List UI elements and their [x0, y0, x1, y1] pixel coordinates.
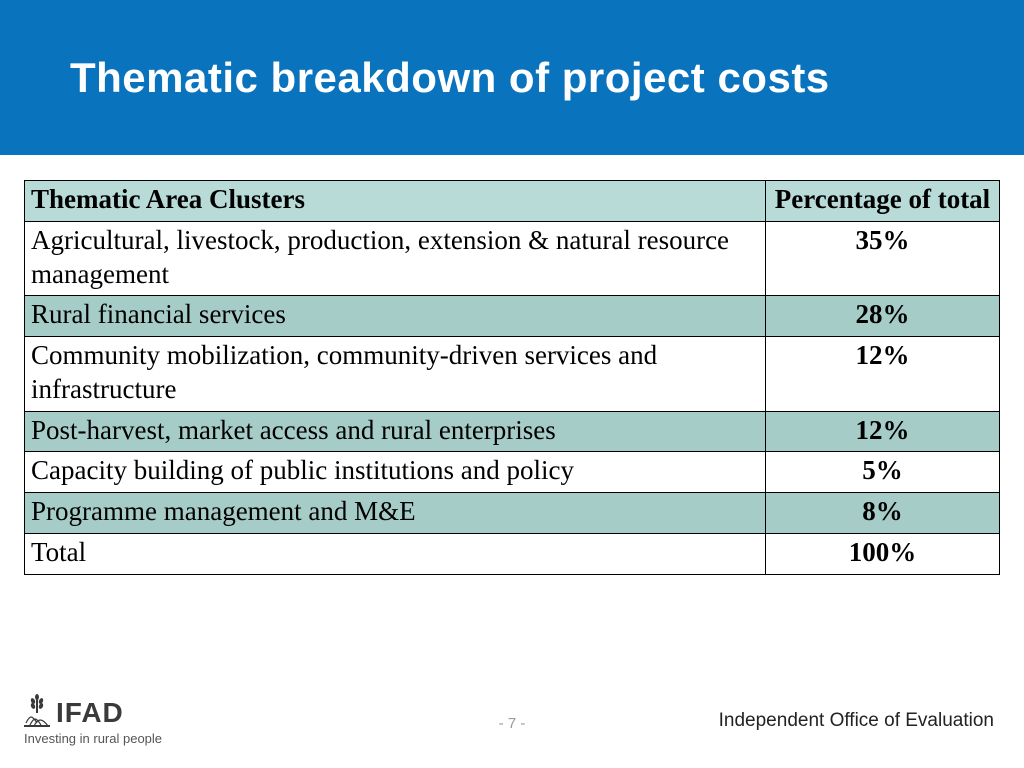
cell-area: Post-harvest, market access and rural en…	[25, 411, 766, 452]
cell-area: Agricultural, livestock, production, ext…	[25, 221, 766, 296]
table-row: Post-harvest, market access and rural en…	[25, 411, 1000, 452]
table-row: Capacity building of public institutions…	[25, 452, 1000, 493]
table-row: Programme management and M&E8%	[25, 493, 1000, 534]
table-container: Thematic Area Clusters Percentage of tot…	[24, 180, 1000, 575]
wheat-icon	[24, 693, 50, 727]
cell-area: Community mobilization, community-driven…	[25, 337, 766, 412]
slide: Thematic breakdown of project costs Them…	[0, 0, 1024, 768]
table-row: Total100%	[25, 533, 1000, 574]
slide-footer: IFAD Investing in rural people - 7 - Ind…	[0, 676, 1024, 746]
cell-pct: 28%	[766, 296, 1000, 337]
table-body: Agricultural, livestock, production, ext…	[25, 221, 1000, 574]
logo-tagline: Investing in rural people	[24, 731, 224, 746]
footer-office: Independent Office of Evaluation	[719, 710, 994, 732]
table-row: Agricultural, livestock, production, ext…	[25, 221, 1000, 296]
col-header-area: Thematic Area Clusters	[25, 181, 766, 222]
table-row: Community mobilization, community-driven…	[25, 337, 1000, 412]
cost-breakdown-table: Thematic Area Clusters Percentage of tot…	[24, 180, 1000, 575]
cell-pct: 12%	[766, 411, 1000, 452]
col-header-pct: Percentage of total	[766, 181, 1000, 222]
cell-pct: 35%	[766, 221, 1000, 296]
cell-area: Total	[25, 533, 766, 574]
cell-area: Rural financial services	[25, 296, 766, 337]
cell-pct: 8%	[766, 493, 1000, 534]
page-number: - 7 -	[499, 715, 526, 732]
cell-area: Capacity building of public institutions…	[25, 452, 766, 493]
slide-title: Thematic breakdown of project costs	[70, 54, 830, 102]
logo-word: IFAD	[56, 699, 124, 727]
title-band: Thematic breakdown of project costs	[0, 0, 1024, 155]
cell-pct: 5%	[766, 452, 1000, 493]
cell-pct: 100%	[766, 533, 1000, 574]
ifad-logo: IFAD Investing in rural people	[24, 693, 224, 746]
cell-pct: 12%	[766, 337, 1000, 412]
table-row: Rural financial services28%	[25, 296, 1000, 337]
cell-area: Programme management and M&E	[25, 493, 766, 534]
